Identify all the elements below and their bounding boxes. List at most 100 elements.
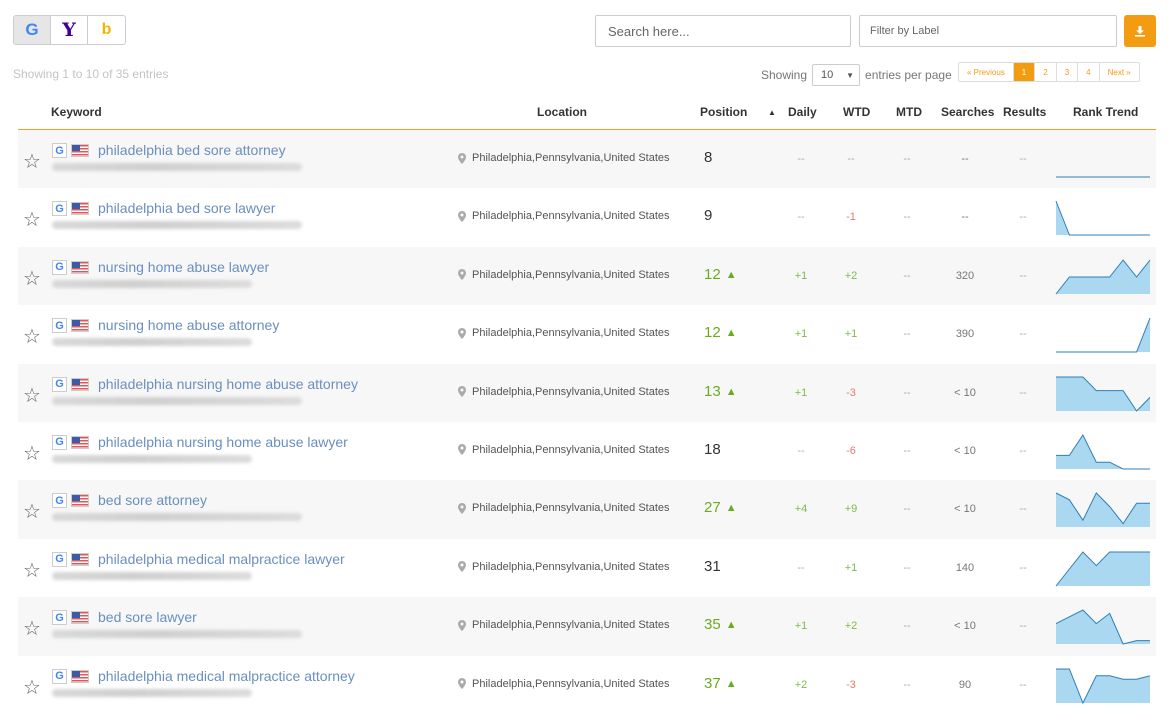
chevron-up-icon: ▲ xyxy=(725,268,737,281)
keyword-link[interactable]: bed sore attorney xyxy=(98,492,207,509)
pagination-page-4[interactable]: 4 xyxy=(1078,63,1100,81)
search-input[interactable] xyxy=(595,15,851,47)
sort-asc-icon[interactable]: ▲ xyxy=(768,108,776,117)
favorite-star-icon[interactable]: ☆ xyxy=(23,618,41,641)
column-header-location[interactable]: Location xyxy=(537,105,587,119)
rank-trend-sparkline xyxy=(1055,492,1150,528)
us-flag-icon xyxy=(71,435,89,449)
mtd-change: -- xyxy=(903,444,911,457)
us-flag-icon xyxy=(71,260,89,274)
keyword-link[interactable]: bed sore lawyer xyxy=(98,609,197,626)
favorite-star-icon[interactable]: ☆ xyxy=(23,676,41,699)
google-badge-icon: G xyxy=(52,668,67,684)
favorite-star-icon[interactable]: ☆ xyxy=(23,326,41,349)
favorite-star-icon[interactable]: ☆ xyxy=(23,384,41,407)
download-button[interactable] xyxy=(1124,15,1156,47)
google-engine-button[interactable]: G xyxy=(14,16,51,44)
column-header-daily[interactable]: Daily xyxy=(788,105,817,119)
position-value: 31 xyxy=(704,557,721,575)
sparkline-line xyxy=(1056,668,1151,704)
searches-value: < 10 xyxy=(954,444,976,457)
position-value: 18 xyxy=(704,440,721,458)
bing-engine-button[interactable]: b xyxy=(88,16,125,44)
rank-trend-sparkline xyxy=(1056,317,1151,353)
location-text: Philadelphia,Pennsylvania,United States xyxy=(472,560,670,573)
favorite-star-icon[interactable]: ☆ xyxy=(23,151,41,173)
map-pin-icon xyxy=(458,152,466,164)
blurred-url xyxy=(52,163,302,171)
keyword-link[interactable]: nursing home abuse attorney xyxy=(98,317,280,334)
position-cell: 13 ▲ xyxy=(704,383,737,400)
yahoo-engine-button[interactable]: Y xyxy=(51,16,88,44)
column-header-keyword[interactable]: Keyword xyxy=(51,105,102,119)
column-header-wtd[interactable]: WTD xyxy=(843,105,871,119)
column-header-rank-trend[interactable]: Rank Trend xyxy=(1073,105,1139,119)
keyword-link[interactable]: philadelphia nursing home abuse lawyer xyxy=(98,433,348,450)
favorite-star-icon[interactable]: ☆ xyxy=(23,559,41,582)
favorite-star-icon[interactable]: ☆ xyxy=(23,442,41,465)
daily-change: +1 xyxy=(794,328,808,341)
position-value: 9 xyxy=(704,207,713,225)
column-header-mtd[interactable]: MTD xyxy=(896,105,922,119)
yahoo-icon: Y xyxy=(62,19,76,41)
favorite-star-icon[interactable]: ☆ xyxy=(23,209,41,232)
position-value: 27 xyxy=(704,499,721,517)
map-pin-icon xyxy=(458,386,466,398)
pagination-previous[interactable]: « Previous xyxy=(959,63,1014,81)
table-header: Keyword Location Position ▲ Daily WTD MT… xyxy=(18,96,1156,130)
position-value: 12 xyxy=(704,324,721,342)
bing-icon: b xyxy=(101,21,112,38)
position-cell: 18 xyxy=(704,441,721,458)
blurred-url xyxy=(52,396,302,405)
rank-trend-sparkline xyxy=(1056,376,1151,412)
filter-placeholder: Filter by Label xyxy=(870,25,940,37)
pagination-page-3[interactable]: 3 xyxy=(1057,63,1079,81)
wtd-change: -1 xyxy=(846,211,856,224)
column-header-position[interactable]: Position xyxy=(700,105,748,119)
sparkline-area xyxy=(1056,493,1150,528)
location-text: Philadelphia,Pennsylvania,United States xyxy=(472,327,670,340)
keyword-link[interactable]: philadelphia medical malpractice attorne… xyxy=(98,667,355,684)
position-cell: 27 ▲ xyxy=(704,499,737,516)
pagination-page-1[interactable]: 1 xyxy=(1013,63,1036,81)
engine-badges: G xyxy=(52,668,89,684)
results-value: -- xyxy=(1019,503,1027,516)
page-size-value: 10 xyxy=(821,69,834,81)
location-text: Philadelphia,Pennsylvania,United States xyxy=(472,385,670,398)
location-text: Philadelphia,Pennsylvania,United States xyxy=(472,210,670,223)
search-engine-switcher: G Y b xyxy=(13,15,126,45)
engine-badges: G xyxy=(52,201,89,217)
pagination-next[interactable]: Next » xyxy=(1107,67,1131,77)
position-value: 12 xyxy=(704,265,721,283)
favorite-star-icon[interactable]: ☆ xyxy=(23,267,41,290)
filter-by-label-select[interactable]: Filter by Label xyxy=(859,15,1117,47)
page-size-select[interactable]: 10 ▼ xyxy=(812,64,861,86)
daily-change: +2 xyxy=(794,678,808,691)
column-header-searches[interactable]: Searches xyxy=(941,105,995,119)
pagination-page-2[interactable]: 2 xyxy=(1035,63,1057,81)
location-text: Philadelphia,Pennsylvania,United States xyxy=(472,152,670,164)
keyword-link[interactable]: philadelphia bed sore attorney xyxy=(98,142,286,158)
mtd-change: -- xyxy=(903,503,911,516)
column-header-results[interactable]: Results xyxy=(1003,105,1047,119)
keyword-link[interactable]: philadelphia bed sore lawyer xyxy=(98,200,276,217)
wtd-change: +1 xyxy=(844,561,858,574)
results-value: -- xyxy=(1019,620,1027,633)
keyword-link[interactable]: philadelphia medical malpractice lawyer xyxy=(98,550,345,567)
keyword-link[interactable]: nursing home abuse lawyer xyxy=(98,258,270,275)
pagination: « Previous 1 2 3 4 Next » xyxy=(958,62,1140,82)
daily-change: -- xyxy=(797,561,805,574)
position-cell: 37 ▲ xyxy=(704,675,737,692)
keyword-link[interactable]: philadelphia nursing home abuse attorney xyxy=(98,375,358,392)
download-icon xyxy=(1135,26,1145,37)
favorite-star-icon[interactable]: ☆ xyxy=(23,501,41,524)
daily-change: -- xyxy=(797,444,805,457)
mtd-change: -- xyxy=(903,328,911,341)
blurred-url xyxy=(52,630,302,639)
